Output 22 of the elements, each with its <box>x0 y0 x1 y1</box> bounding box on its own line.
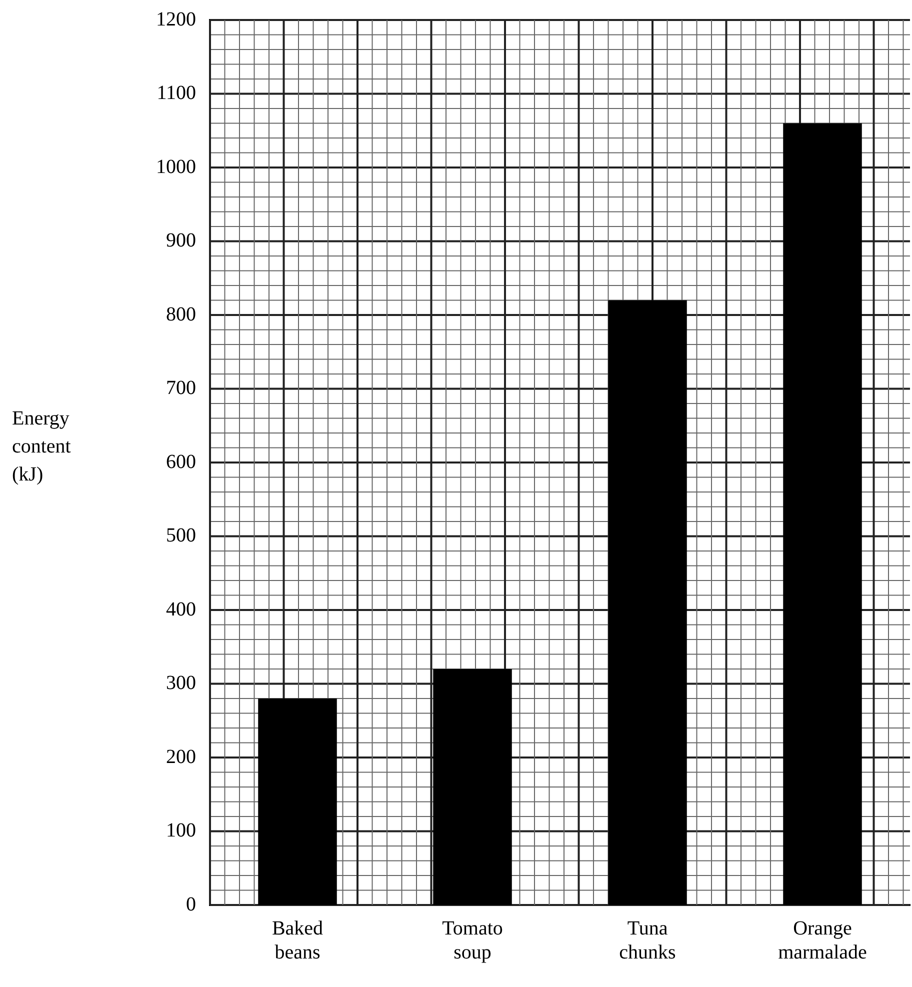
y-tick-label: 100 <box>166 820 196 842</box>
x-tick-label: Orange marmalade <box>778 917 868 964</box>
y-tick-label: 0 <box>186 893 196 916</box>
bar <box>258 698 337 905</box>
y-axis-title: Energy content (kJ) <box>12 408 72 486</box>
y-tick-label: 700 <box>166 377 196 399</box>
x-tick-label: Baked beans <box>272 917 324 964</box>
bar <box>433 669 512 905</box>
y-tick-label: 900 <box>166 230 196 252</box>
x-tick-label: Tuna chunks <box>619 917 676 964</box>
y-tick-label: 400 <box>166 598 196 620</box>
y-tick-label: 800 <box>166 303 196 326</box>
y-tick-label: 200 <box>166 746 196 768</box>
y-tick-label: 300 <box>166 672 196 694</box>
y-tick-label: 1100 <box>156 82 196 104</box>
y-tick-label: 1000 <box>156 156 196 178</box>
x-tick-label: Tomato soup <box>442 917 503 964</box>
y-tick-label: 600 <box>166 450 196 473</box>
y-tick-label: 1200 <box>156 8 196 30</box>
bar <box>783 123 862 905</box>
bar <box>608 300 687 905</box>
y-tick-label: 500 <box>166 524 196 546</box>
